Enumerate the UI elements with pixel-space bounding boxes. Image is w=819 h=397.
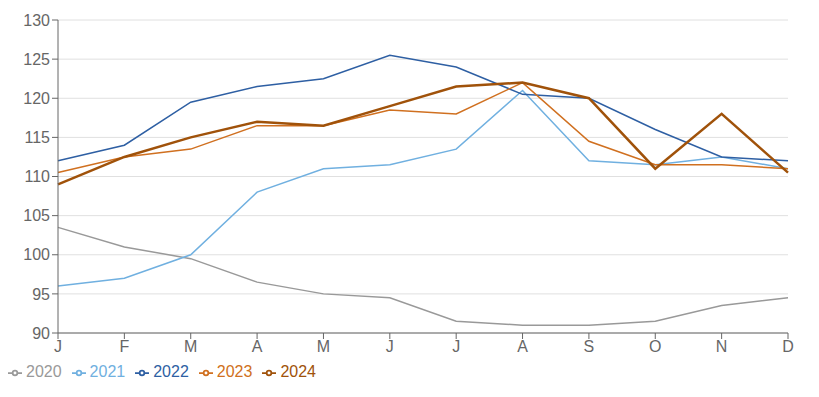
svg-text:110: 110 bbox=[24, 168, 50, 185]
html-text:2022: 2022 bbox=[153, 363, 189, 380]
svg-text:95: 95 bbox=[32, 286, 50, 303]
svg-text:N: N bbox=[716, 338, 728, 355]
svg-text:105: 105 bbox=[23, 207, 50, 224]
svg-text:100: 100 bbox=[23, 246, 50, 263]
svg-text:A: A bbox=[517, 338, 528, 355]
svg-text:A: A bbox=[252, 338, 263, 355]
html-text:2021: 2021 bbox=[89, 363, 126, 380]
svg-text:M: M bbox=[317, 338, 330, 355]
svg-text:J: J bbox=[54, 338, 62, 355]
html-text:2023: 2023 bbox=[216, 363, 253, 380]
svg-text:115: 115 bbox=[24, 129, 50, 146]
svg-text:D: D bbox=[782, 338, 794, 355]
svg-text:J: J bbox=[452, 338, 460, 355]
svg-text:120: 120 bbox=[23, 90, 50, 107]
html-text:2020: 2020 bbox=[26, 363, 62, 380]
svg-text:M: M bbox=[184, 338, 197, 355]
svg-text:O: O bbox=[649, 338, 661, 355]
svg-text:90: 90 bbox=[32, 325, 50, 342]
svg-text:J: J bbox=[386, 338, 394, 355]
svg-text:S: S bbox=[584, 338, 595, 355]
svg-text:125: 125 bbox=[23, 51, 50, 68]
svg-text:130: 130 bbox=[23, 12, 50, 29]
svg-text:F: F bbox=[119, 338, 129, 355]
html-text:2024: 2024 bbox=[280, 363, 316, 380]
